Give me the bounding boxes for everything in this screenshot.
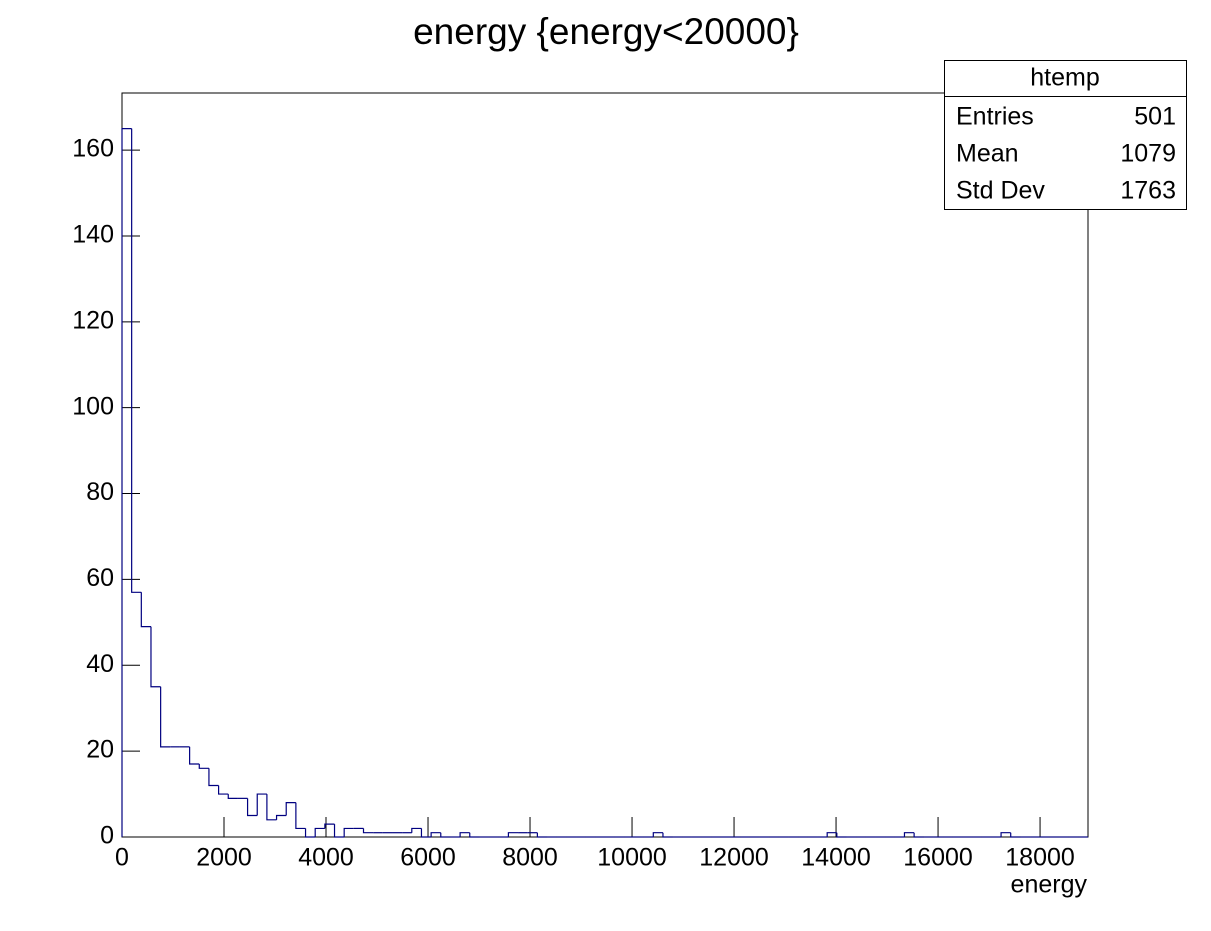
stats-label: Entries [956, 103, 1034, 131]
y-tick-label: 120 [72, 306, 114, 334]
histogram-bin [246, 798, 258, 817]
x-tick-label: 8000 [502, 844, 558, 872]
x-tick-label: 0 [115, 844, 129, 872]
y-tick-label: 80 [86, 478, 114, 506]
y-tick-label: 160 [72, 135, 114, 163]
histogram-bin [121, 128, 132, 837]
x-tick-label: 18000 [1005, 844, 1075, 872]
histogram-bin [662, 832, 673, 838]
stats-value: 1079 [1120, 140, 1176, 168]
histogram-bin [536, 832, 548, 838]
histogram-bin [198, 764, 209, 769]
histogram-bin [256, 793, 267, 816]
x-axis-label: energy [1011, 871, 1088, 899]
histogram-bin [903, 832, 915, 837]
stats-label: Std Dev [956, 177, 1045, 205]
x-tick-label: 10000 [597, 844, 667, 872]
histogram-bin [459, 832, 470, 837]
histogram-bin [295, 802, 306, 830]
histogram-bin [285, 802, 296, 816]
y-tick-label: 0 [100, 822, 114, 850]
histogram-bin [150, 626, 161, 688]
x-tick-label: 2000 [196, 844, 252, 872]
y-tick-label: 60 [86, 564, 114, 592]
histogram-bin [160, 686, 171, 748]
y-tick-label: 40 [86, 650, 114, 678]
x-tick-label: 16000 [903, 844, 973, 872]
y-tick-label: 140 [72, 221, 114, 249]
histogram-bin [140, 592, 151, 628]
stats-box [944, 60, 1187, 210]
histogram-bin [314, 827, 325, 837]
histogram-bin [189, 746, 200, 765]
y-tick-label: 100 [72, 392, 114, 420]
x-tick-label: 6000 [400, 844, 456, 872]
histogram-bin [440, 832, 451, 838]
histogram-bin [1010, 832, 1021, 838]
histogram-bin [131, 128, 142, 593]
histogram-bin [218, 785, 229, 795]
chart-title: energy {energy<20000} [413, 11, 799, 52]
y-tick-label: 20 [86, 736, 114, 764]
histogram-bin [343, 827, 354, 837]
histogram-bin [826, 832, 837, 837]
histogram-bin [420, 828, 432, 838]
x-tick-label: 4000 [298, 844, 354, 872]
stats-value: 501 [1134, 103, 1176, 131]
histogram-bin [266, 794, 277, 821]
histogram-bin [208, 768, 219, 787]
x-tick-label: 14000 [801, 844, 871, 872]
x-tick-label: 12000 [699, 844, 769, 872]
histogram-bin [836, 832, 847, 838]
histogram-bin [362, 828, 374, 834]
stats-label: Mean [956, 140, 1019, 168]
histogram-bin [1000, 832, 1011, 837]
histogram-bin [227, 794, 238, 799]
histogram-bin [275, 814, 287, 820]
histogram-bin [304, 828, 316, 838]
histogram-bin [913, 832, 924, 838]
histogram-bin [469, 832, 480, 838]
histogram-bin [507, 832, 519, 837]
stats-title: htemp [1030, 64, 1099, 92]
stats-frame [944, 60, 1187, 210]
histogram-bin [652, 832, 663, 837]
histogram-bin [411, 827, 422, 833]
histogram-bin [333, 824, 345, 838]
histogram-bin [430, 832, 441, 837]
stats-value: 1763 [1120, 177, 1176, 205]
histogram-bin [324, 823, 335, 829]
